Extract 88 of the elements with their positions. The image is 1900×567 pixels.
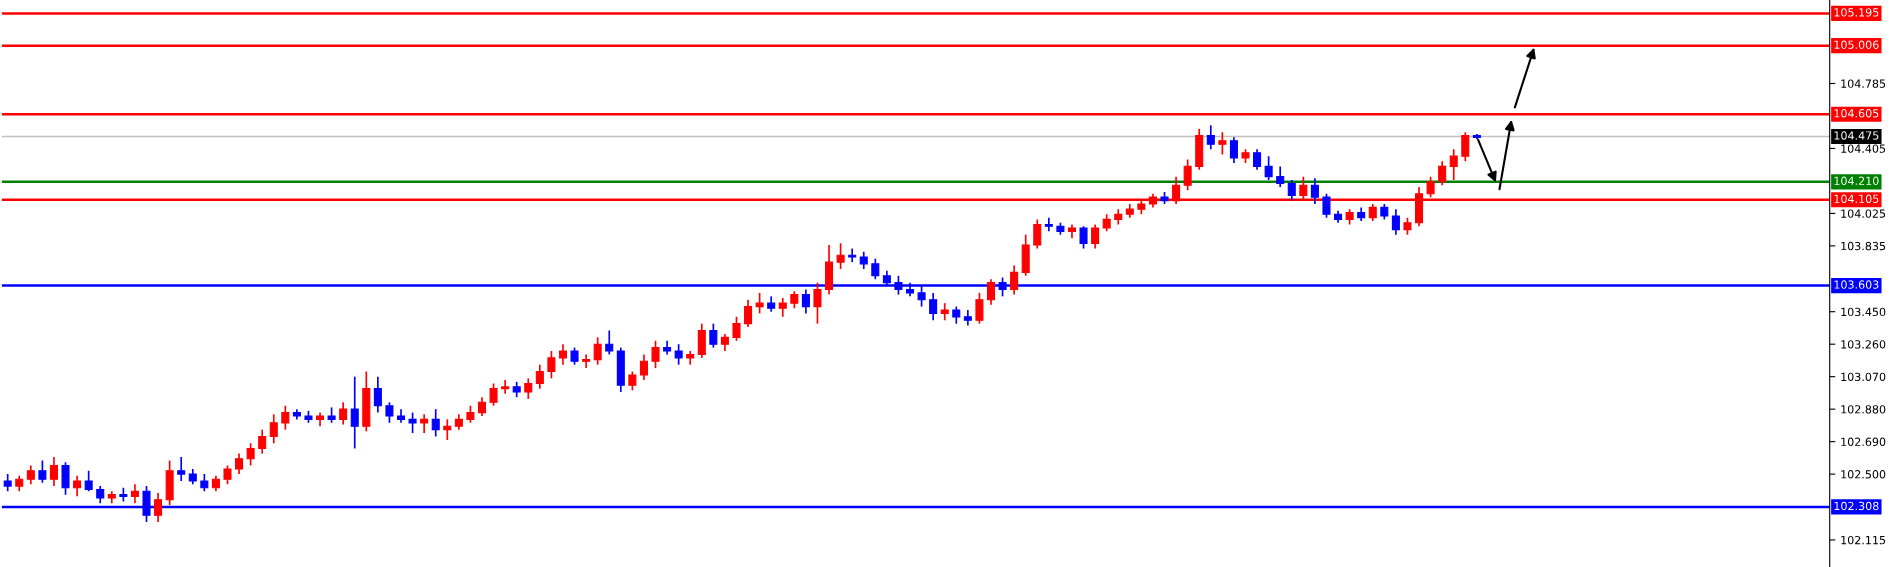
candlestick — [1461, 131, 1470, 163]
candlestick — [61, 461, 70, 496]
candlestick — [732, 316, 741, 342]
y-tick-label: 102.690 — [1841, 437, 1886, 447]
candlestick — [1322, 192, 1331, 219]
candlestick — [639, 353, 648, 381]
candlestick — [420, 413, 429, 434]
candlestick — [373, 375, 382, 414]
candlestick — [986, 278, 996, 306]
candlestick — [281, 404, 290, 431]
y-tick-label: 103.260 — [1841, 340, 1886, 349]
candlestick — [130, 483, 139, 505]
candlestick — [84, 469, 93, 493]
candlestick — [73, 474, 82, 498]
y-tick-label: 104.785 — [1841, 79, 1886, 88]
candlestick — [1091, 223, 1100, 250]
candlestick — [674, 343, 683, 366]
candlestick — [975, 292, 984, 325]
candlestick — [350, 375, 359, 450]
candlestick — [1010, 264, 1019, 296]
candlestick — [535, 363, 544, 390]
candlestick — [848, 247, 857, 263]
y-tick-label: 102.115 — [1841, 535, 1886, 545]
candlestick — [1183, 158, 1192, 192]
candlestick — [836, 242, 845, 270]
candlestick — [477, 396, 487, 417]
candlestick — [709, 322, 718, 349]
candlestick — [489, 382, 498, 407]
candlestick — [1287, 179, 1296, 202]
y-tick-label: 104.025 — [1841, 209, 1886, 218]
candlestick — [1206, 124, 1215, 151]
candlestick — [235, 452, 244, 475]
candlestick — [813, 281, 822, 325]
candlestick — [697, 322, 706, 359]
candlestick — [651, 339, 660, 369]
candlestick — [547, 350, 556, 380]
ref-line-label: 105.006 — [1834, 40, 1879, 49]
ref-line-label: 104.605 — [1834, 109, 1879, 118]
candlestick — [929, 292, 938, 322]
candlestick — [1033, 218, 1042, 250]
candlestick — [801, 288, 810, 315]
candlestick — [408, 411, 417, 434]
candlestick — [1449, 148, 1458, 181]
y-tick-label: 103.450 — [1841, 307, 1886, 317]
candlestick — [49, 456, 58, 487]
candlestick — [1391, 208, 1400, 236]
candlestick — [871, 257, 880, 281]
candlestick — [1218, 131, 1227, 156]
candlestick — [628, 370, 637, 392]
ref-line-label: 102.308 — [1834, 501, 1879, 511]
candlestick — [593, 336, 602, 366]
candlestick — [755, 292, 764, 315]
candlestick — [246, 442, 255, 467]
candlestick — [524, 377, 533, 400]
y-tick-label: 104.405 — [1841, 144, 1886, 153]
candlestick — [501, 379, 510, 395]
candlestick — [1264, 155, 1273, 181]
candlestick — [1079, 225, 1088, 250]
y-tick-label: 103.835 — [1841, 241, 1886, 251]
candlestick — [1229, 136, 1238, 164]
candlestick — [558, 343, 567, 366]
ref-line-label: 103.603 — [1834, 280, 1879, 289]
ref-line-label: 104.105 — [1834, 194, 1879, 203]
ref-line-label: 104.475 — [1834, 131, 1879, 140]
candlestick — [385, 401, 394, 424]
candlestick — [431, 408, 440, 438]
candlestick — [1438, 160, 1447, 187]
candlestick — [223, 464, 232, 486]
candlestick — [177, 456, 186, 482]
candlestick — [744, 298, 753, 328]
candlestick — [1276, 165, 1285, 188]
candlestick — [154, 492, 163, 523]
candlestick — [605, 329, 614, 356]
y-tick-label: 103.070 — [1841, 372, 1886, 382]
y-tick-label: 102.880 — [1841, 405, 1886, 414]
candlestick — [269, 413, 278, 445]
candlestick — [582, 353, 591, 369]
candlestick — [38, 459, 47, 484]
candlestick — [443, 418, 452, 441]
ref-line-label: 104.210 — [1834, 176, 1879, 185]
ref-line-label: 105.195 — [1834, 8, 1879, 17]
candlestick — [1253, 148, 1262, 171]
candlestick — [258, 428, 267, 455]
candlestick — [778, 297, 787, 318]
candlestick — [339, 401, 348, 426]
y-tick-label: 102.500 — [1841, 470, 1886, 479]
candlestick — [26, 464, 35, 486]
candlestick — [1310, 177, 1319, 205]
